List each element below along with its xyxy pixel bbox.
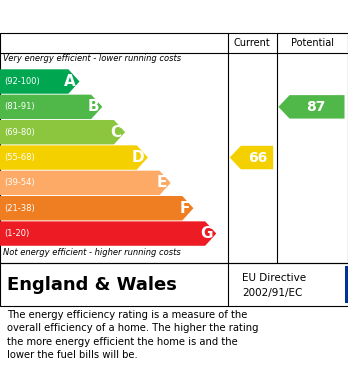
Text: Potential: Potential (291, 38, 334, 48)
Polygon shape (0, 120, 125, 144)
Text: Energy Efficiency Rating: Energy Efficiency Rating (7, 9, 217, 24)
Polygon shape (0, 221, 216, 246)
Text: (81-91): (81-91) (4, 102, 35, 111)
Text: The energy efficiency rating is a measure of the
overall efficiency of a home. T: The energy efficiency rating is a measur… (7, 310, 259, 360)
Text: (39-54): (39-54) (4, 178, 35, 187)
Text: C: C (111, 125, 122, 140)
Polygon shape (230, 146, 273, 169)
Polygon shape (0, 145, 148, 170)
Text: A: A (64, 74, 76, 89)
Text: Very energy efficient - lower running costs: Very energy efficient - lower running co… (3, 54, 182, 63)
Text: EU Directive: EU Directive (242, 273, 306, 283)
Polygon shape (278, 95, 345, 118)
Text: England & Wales: England & Wales (7, 276, 177, 294)
Bar (345, 265, 348, 303)
Text: (21-38): (21-38) (4, 204, 35, 213)
Text: Not energy efficient - higher running costs: Not energy efficient - higher running co… (3, 248, 181, 257)
Text: Current: Current (234, 38, 271, 48)
Polygon shape (0, 170, 171, 195)
Text: E: E (157, 176, 167, 190)
Text: 2002/91/EC: 2002/91/EC (242, 288, 302, 298)
Text: (92-100): (92-100) (4, 77, 40, 86)
Text: 66: 66 (248, 151, 267, 165)
Text: (55-68): (55-68) (4, 153, 35, 162)
Polygon shape (0, 69, 79, 94)
Text: G: G (200, 226, 213, 241)
Text: D: D (132, 150, 144, 165)
Text: (1-20): (1-20) (4, 229, 30, 238)
Polygon shape (0, 196, 193, 221)
Polygon shape (0, 95, 102, 119)
Text: F: F (180, 201, 190, 216)
Text: 87: 87 (306, 100, 325, 114)
Text: (69-80): (69-80) (4, 128, 35, 137)
Text: B: B (87, 99, 99, 114)
